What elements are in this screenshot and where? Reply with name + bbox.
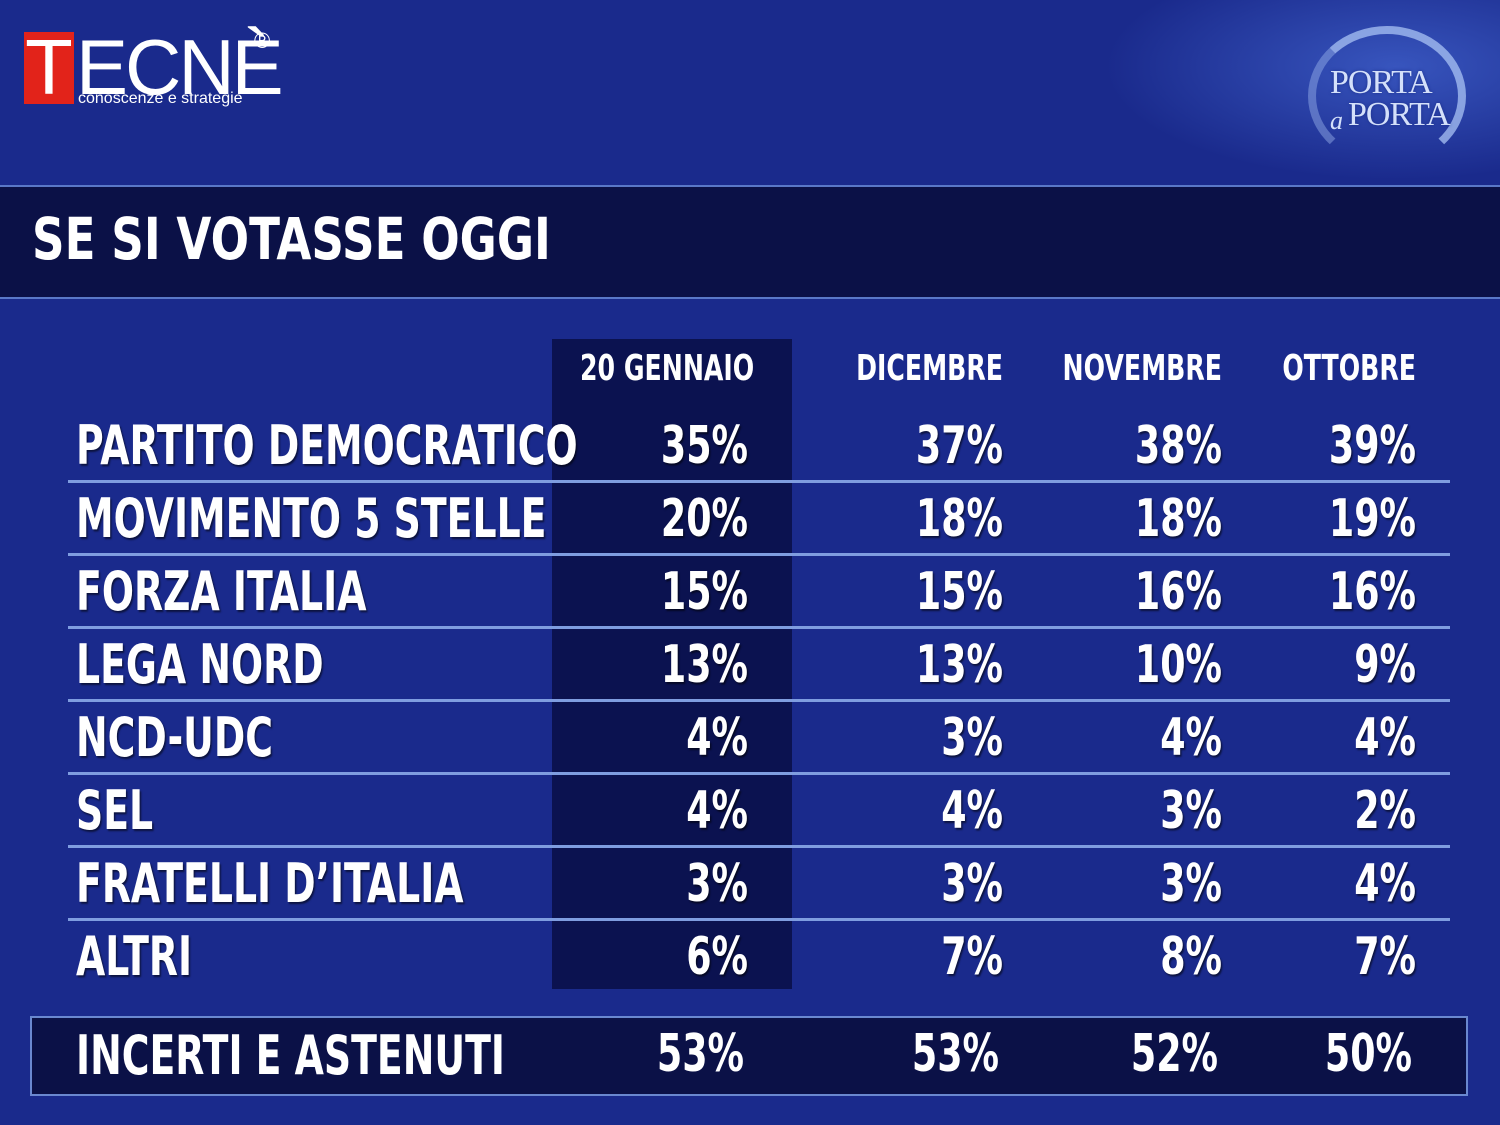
column-header: NOVEMBRE	[1062, 348, 1222, 389]
column-header: DICEMBRE	[856, 348, 1003, 389]
row-label: NCD-UDC	[76, 706, 273, 769]
table-cell: 3%	[1160, 854, 1222, 914]
row-label: ALTRI	[76, 925, 193, 988]
row-label: FORZA ITALIA	[76, 560, 367, 623]
table-cell: 2%	[1354, 781, 1416, 841]
table-cell: 8%	[1160, 927, 1222, 987]
table-cell: 19%	[1328, 489, 1416, 549]
table-cell: 18%	[1134, 489, 1222, 549]
table-cell: 4%	[1354, 854, 1416, 914]
footer-cell: 52%	[1130, 1024, 1218, 1084]
table-cell: 18%	[915, 489, 1003, 549]
logo-registered-mark: ®	[254, 28, 271, 53]
table-cell: 9%	[1354, 635, 1416, 695]
table-cell: 20%	[660, 489, 748, 549]
column-header: OTTOBRE	[1282, 348, 1416, 389]
column-header: 20 GENNAIO	[580, 348, 755, 389]
table-cell: 10%	[1134, 635, 1222, 695]
logo-arc-icon	[1308, 26, 1466, 166]
porta-a-porta-logo: PORTA a PORTA	[1302, 18, 1472, 166]
table-cell: 39%	[1328, 416, 1416, 476]
table-cell: 3%	[941, 708, 1003, 768]
title-band: SE SI VOTASSE OGGI	[0, 185, 1500, 299]
logo-line1: PORTA	[1330, 64, 1433, 101]
table-cell: 7%	[1354, 927, 1416, 987]
row-label: FRATELLI D’ITALIA	[76, 852, 464, 915]
logo-line2: PORTA	[1348, 96, 1451, 133]
footer-cell: 50%	[1324, 1024, 1412, 1084]
row-separator	[68, 553, 1450, 556]
table-cell: 35%	[660, 416, 748, 476]
row-label: LEGA NORD	[76, 633, 324, 696]
page-title: SE SI VOTASSE OGGI	[32, 205, 551, 273]
row-label: SEL	[76, 779, 154, 842]
table-cell: 4%	[941, 781, 1003, 841]
table-cell: 6%	[686, 927, 748, 987]
table-cell: 3%	[1160, 781, 1222, 841]
logo-red-box	[24, 32, 74, 104]
table-cell: 4%	[686, 781, 748, 841]
table-cell: 38%	[1134, 416, 1222, 476]
row-separator	[68, 699, 1450, 702]
row-separator	[68, 918, 1450, 921]
row-separator	[68, 626, 1450, 629]
footer-row-label: INCERTI E ASTENUTI	[76, 1024, 505, 1087]
table-cell: 3%	[686, 854, 748, 914]
logo-wordmark: ECNÈ	[76, 23, 284, 111]
logo-letter-t: T	[25, 23, 73, 111]
table-cell: 4%	[686, 708, 748, 768]
footer-cell: 53%	[911, 1024, 999, 1084]
table-cell: 15%	[660, 562, 748, 622]
table-cell: 16%	[1134, 562, 1222, 622]
table-cell: 37%	[915, 416, 1003, 476]
footer-row-box	[30, 1016, 1468, 1096]
table-cell: 15%	[915, 562, 1003, 622]
table-cell: 16%	[1328, 562, 1416, 622]
table-cell: 13%	[660, 635, 748, 695]
row-separator	[68, 480, 1450, 483]
table-cell: 4%	[1160, 708, 1222, 768]
row-separator	[68, 845, 1450, 848]
footer-cell: 53%	[656, 1024, 744, 1084]
row-separator	[68, 772, 1450, 775]
row-label: MOVIMENTO 5 STELLE	[76, 487, 547, 550]
table-cell: 13%	[915, 635, 1003, 695]
table-cell: 7%	[941, 927, 1003, 987]
row-label: PARTITO DEMOCRATICO	[76, 414, 578, 477]
logo-small-a: a	[1330, 106, 1343, 135]
table-cell: 3%	[941, 854, 1003, 914]
logo-tagline: conoscenze e strategie	[78, 90, 243, 107]
highlight-column	[552, 339, 792, 989]
table-cell: 4%	[1354, 708, 1416, 768]
